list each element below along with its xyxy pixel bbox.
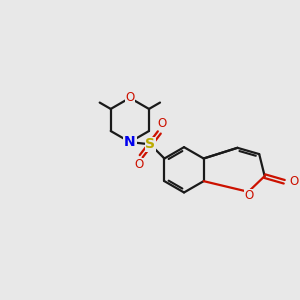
Text: N: N xyxy=(124,135,136,149)
Text: O: O xyxy=(289,175,298,188)
Text: N: N xyxy=(124,135,136,149)
Text: O: O xyxy=(134,158,143,172)
Text: O: O xyxy=(245,189,254,203)
Text: O: O xyxy=(157,117,166,130)
Text: O: O xyxy=(125,92,134,104)
Text: S: S xyxy=(145,137,155,151)
